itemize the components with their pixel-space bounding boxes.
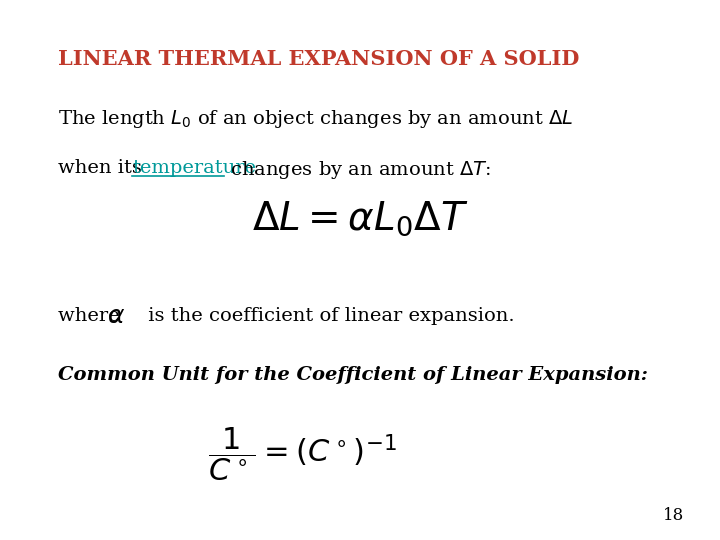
Text: $\Delta L = \alpha L_0 \Delta T$: $\Delta L = \alpha L_0 \Delta T$	[252, 199, 468, 238]
Text: LINEAR THERMAL EXPANSION OF A SOLID: LINEAR THERMAL EXPANSION OF A SOLID	[58, 49, 579, 69]
Text: is the coefficient of linear expansion.: is the coefficient of linear expansion.	[143, 307, 515, 325]
Text: The length $L_0$ of an object changes by an amount $\Delta L$: The length $L_0$ of an object changes by…	[58, 108, 573, 130]
Text: changes by an amount $\Delta T$:: changes by an amount $\Delta T$:	[224, 159, 490, 181]
Text: Common Unit for the Coefficient of Linear Expansion:: Common Unit for the Coefficient of Linea…	[58, 366, 647, 384]
Text: 18: 18	[662, 507, 684, 524]
Text: when its: when its	[58, 159, 148, 177]
Text: where: where	[58, 307, 125, 325]
Text: temperature: temperature	[132, 159, 256, 177]
Text: $\alpha$: $\alpha$	[107, 304, 125, 328]
Text: $\dfrac{1}{C^\circ} = (C^\circ)^{-1}$: $\dfrac{1}{C^\circ} = (C^\circ)^{-1}$	[208, 424, 397, 483]
